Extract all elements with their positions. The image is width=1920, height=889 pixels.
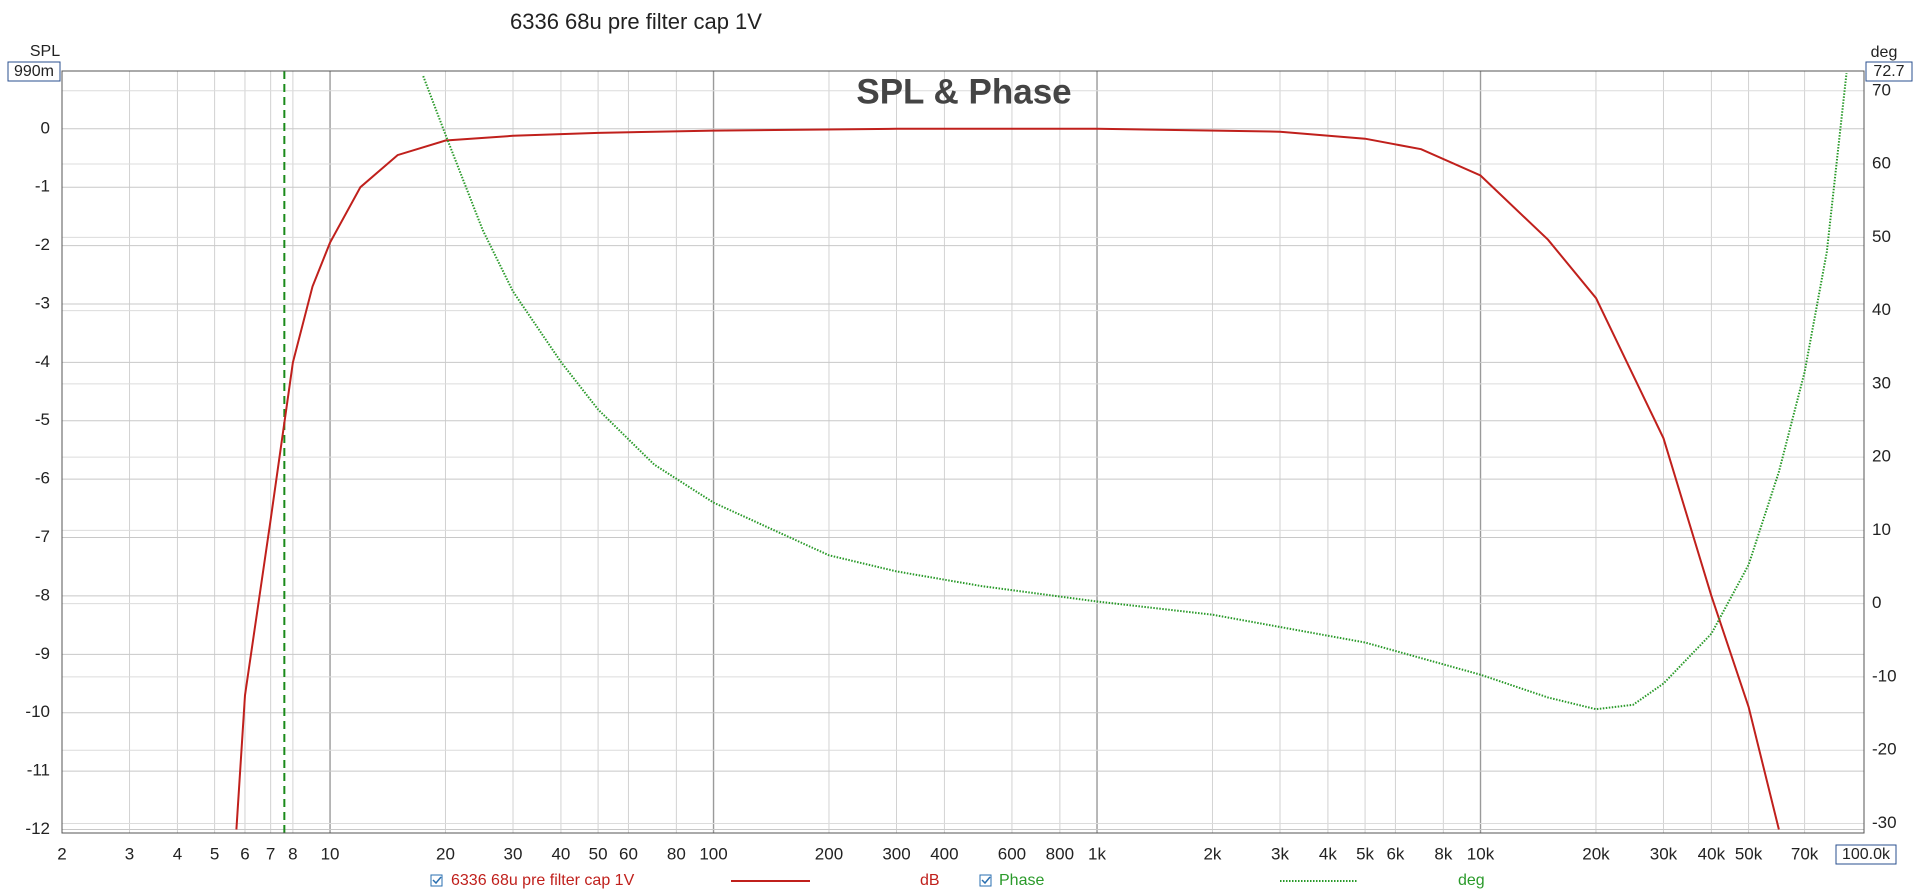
y-tick-label: -6 — [35, 469, 50, 488]
xlim-box[interactable] — [1835, 844, 1897, 865]
chart-title: SPL & Phase — [856, 72, 1071, 111]
ylim-label[interactable]: 990m — [14, 63, 54, 80]
plot-frame — [61, 70, 1865, 834]
x-tick-label: 800 — [1046, 844, 1074, 863]
x-tick-label: 5k — [1356, 844, 1374, 863]
y2-tick-label: 0 — [1872, 593, 1881, 612]
x-tick-label: 200 — [815, 844, 843, 863]
x-tick-label: 40k — [1698, 844, 1726, 863]
x-tick-label: 30 — [504, 844, 523, 863]
window-title: 6336 68u pre filter cap 1V — [510, 9, 762, 34]
x-tick-label: 80 — [667, 844, 686, 863]
y-tick-label: -2 — [35, 235, 50, 254]
x-tick-label: 20 — [436, 844, 455, 863]
y2-tick-label: 30 — [1872, 373, 1891, 392]
y2-tick-label: -10 — [1872, 666, 1897, 685]
y2-tick-label: 60 — [1872, 154, 1891, 173]
x-tick-label: 10k — [1467, 844, 1495, 863]
x-tick-label: 2k — [1203, 844, 1221, 863]
legend-unit: dB — [920, 872, 940, 889]
x-tick-label: 1k — [1088, 844, 1106, 863]
x-tick-label: 60 — [619, 844, 638, 863]
grid — [61, 71, 1864, 833]
y2-tick-label: 70 — [1872, 80, 1891, 99]
x-tick-label: 8k — [1434, 844, 1452, 863]
x-tick-label: 70k — [1791, 844, 1819, 863]
x-tick-label: 100 — [699, 844, 727, 863]
x-tick-label: 400 — [930, 844, 958, 863]
y2-tick-label: -30 — [1872, 813, 1897, 832]
y-tick-label: -8 — [35, 585, 50, 604]
x-tick-label: 40 — [551, 844, 570, 863]
y2-axis-label: deg — [1871, 44, 1898, 61]
x-tick-label: 7 — [266, 844, 275, 863]
y2-tick-label: 10 — [1872, 520, 1891, 539]
legend-unit: deg — [1458, 872, 1485, 889]
x-tick-label: 20k — [1582, 844, 1610, 863]
y-tick-label: -7 — [35, 527, 50, 546]
y-tick-label: -5 — [35, 410, 50, 429]
y2-tick-label: 50 — [1872, 227, 1891, 246]
x-tick-label: 50k — [1735, 844, 1763, 863]
y-tick-label: 0 — [41, 118, 50, 137]
y-tick-label: -4 — [35, 352, 50, 371]
x-tick-label: 50 — [589, 844, 608, 863]
x-tick-label: 4 — [173, 844, 182, 863]
legend-name: 6336 68u pre filter cap 1V — [451, 872, 635, 889]
legend-name: Phase — [999, 872, 1044, 889]
x-tick-label: 600 — [998, 844, 1026, 863]
x-tick-label: 4k — [1319, 844, 1337, 863]
y-tick-label: -11 — [27, 761, 50, 780]
x-tick-label: 30k — [1650, 844, 1678, 863]
series-checkbox[interactable] — [430, 874, 443, 887]
x-tick-label: 6 — [240, 844, 249, 863]
x-tick-label: 6k — [1386, 844, 1404, 863]
y-tick-label: -10 — [25, 702, 50, 721]
y-tick-label: -12 — [25, 819, 50, 838]
data-line — [422, 73, 1848, 711]
legend: 6336 68u pre filter cap 1V dB Phase deg — [430, 872, 1485, 889]
y-tick-label: -9 — [35, 644, 50, 663]
y-tick-label: -3 — [35, 293, 50, 312]
x-tick-label: 8 — [288, 844, 297, 863]
x-tick-label: 3k — [1271, 844, 1289, 863]
series-checkbox[interactable] — [979, 874, 992, 887]
check-icon — [432, 876, 442, 885]
y-axis-label: SPL — [30, 43, 60, 60]
curves — [235, 71, 1848, 833]
y2lim-box[interactable] — [1865, 61, 1913, 82]
x-tick-label: 3 — [125, 844, 134, 863]
x-tick-label: 5 — [210, 844, 219, 863]
check-icon — [981, 876, 991, 885]
x-tick-label: 2 — [57, 844, 66, 863]
y-tick-label: -1 — [35, 177, 50, 196]
y2-tick-label: -20 — [1872, 740, 1897, 759]
x-tick-label: 10 — [321, 844, 340, 863]
x-tick-label: 300 — [882, 844, 910, 863]
y2lim-label[interactable]: 72.7 — [1873, 63, 1904, 80]
ylim-box[interactable] — [7, 61, 61, 82]
y2-tick-label: 40 — [1872, 300, 1891, 319]
xlim-label[interactable]: 100.0k — [1842, 846, 1891, 863]
data-line — [235, 127, 1780, 830]
y2-tick-label: 20 — [1872, 447, 1891, 466]
